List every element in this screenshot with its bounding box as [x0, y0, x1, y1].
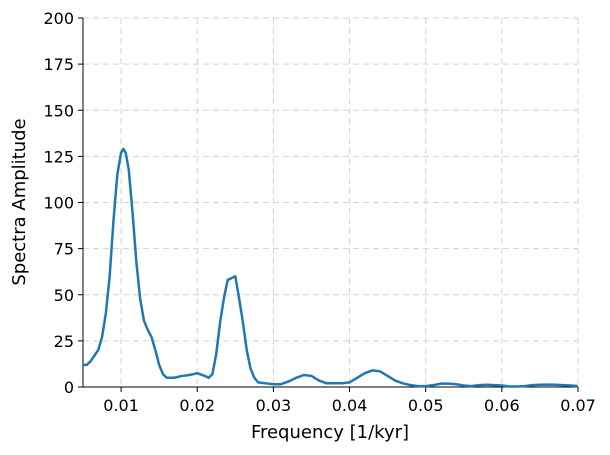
x-tick-label: 0.06 [484, 396, 520, 415]
y-tick-label: 0 [64, 378, 74, 397]
x-tick-label: 0.01 [103, 396, 139, 415]
y-tick-label: 100 [43, 194, 74, 213]
x-tick-label: 0.02 [179, 396, 215, 415]
y-tick-label: 175 [43, 55, 74, 74]
x-tick-label: 0.04 [332, 396, 368, 415]
y-tick-label: 125 [43, 147, 74, 166]
line-series [83, 147, 579, 388]
x-tick-label: 0.05 [408, 396, 444, 415]
y-tick-label: 75 [54, 240, 74, 259]
y-tick-label: 25 [54, 332, 74, 351]
x-axis-label: Frequency [1/kyr] [251, 422, 409, 443]
y-tick-label: 200 [43, 9, 74, 28]
x-tick-label: 0.07 [560, 396, 596, 415]
x-tick-label: 0.03 [256, 396, 292, 415]
y-tick-label: 50 [54, 286, 74, 305]
y-axis-label: Spectra Amplitude [9, 118, 30, 285]
y-tick-label: 150 [43, 101, 74, 120]
